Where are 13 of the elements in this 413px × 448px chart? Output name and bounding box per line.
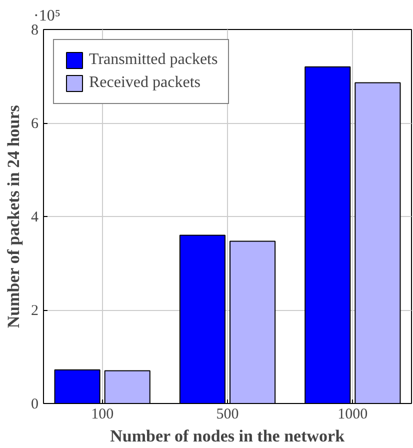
- y-tick-label: 4: [31, 210, 39, 226]
- x-tick-label: 1000: [338, 406, 368, 422]
- text: ·10⁵: [34, 8, 60, 24]
- x-axis-title: Number of nodes in the network: [110, 426, 346, 446]
- x-tick-label: 500: [216, 406, 239, 422]
- y-tick-label: 0: [31, 396, 38, 412]
- y-tick-label: 6: [31, 116, 39, 132]
- y-tick-label: 2: [31, 303, 38, 319]
- y-axis-title: Number of packets in 24 hours: [4, 104, 23, 328]
- y-tick-label: 8: [31, 22, 38, 38]
- legend-label: Received packets: [89, 74, 200, 92]
- x-tick-label: 100: [91, 406, 114, 422]
- legend-label: Transmitted packets: [89, 51, 218, 69]
